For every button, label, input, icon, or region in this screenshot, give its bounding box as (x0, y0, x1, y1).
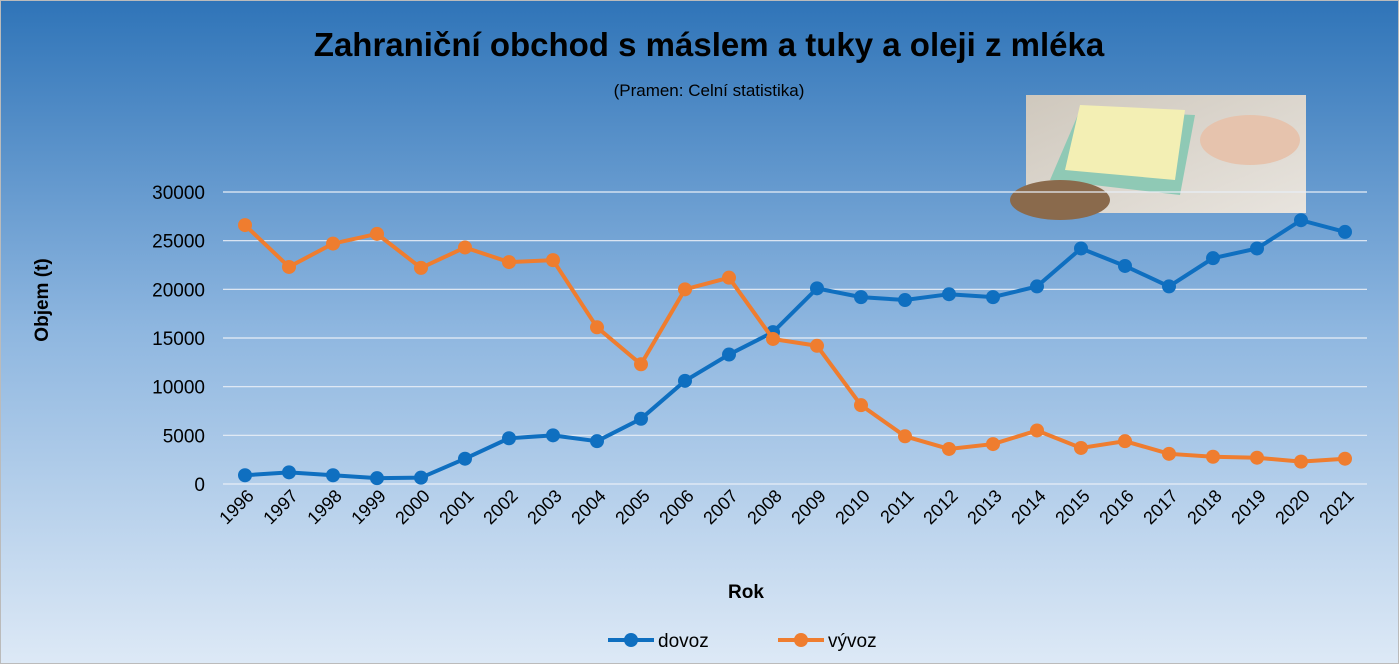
legend-label: dovoz (658, 631, 709, 652)
data-point (1118, 434, 1132, 449)
data-point (810, 281, 824, 296)
data-point (634, 411, 648, 426)
chart-title: Zahraniční obchod s máslem a tuky a olej… (314, 26, 1105, 63)
data-point (722, 270, 736, 285)
data-point (810, 338, 824, 353)
data-point (1074, 241, 1088, 256)
data-point (502, 255, 516, 270)
series-line (244, 218, 1346, 481)
data-point (370, 226, 384, 241)
data-point (326, 468, 340, 483)
data-point (1294, 213, 1308, 228)
data-point (1030, 423, 1044, 438)
data-point (414, 260, 428, 275)
y-tick-label: 30000 (152, 183, 205, 204)
data-point (898, 293, 912, 308)
data-point (546, 428, 560, 443)
chart-subtitle: (Pramen: Celní statistika) (614, 81, 805, 100)
data-point (942, 441, 956, 456)
photo (1010, 95, 1306, 220)
data-point (502, 431, 516, 446)
y-tick-label: 5000 (163, 426, 205, 447)
data-point (678, 282, 692, 297)
y-tick-label: 10000 (152, 378, 205, 399)
x-axis-label: Rok (728, 582, 764, 603)
data-point (282, 465, 296, 480)
data-point (1294, 454, 1308, 469)
data-point (678, 373, 692, 388)
data-point (1250, 450, 1264, 465)
data-point (326, 236, 340, 251)
data-point (458, 240, 472, 255)
data-point (1074, 440, 1088, 455)
y-tick-label: 15000 (152, 329, 205, 350)
data-point (1030, 279, 1044, 294)
data-point (546, 253, 560, 268)
data-point (1250, 241, 1264, 256)
data-point (854, 290, 868, 305)
data-point (282, 259, 296, 274)
data-point (458, 451, 472, 466)
data-point (238, 218, 252, 233)
y-axis-label: Objem (t) (32, 258, 53, 341)
legend-marker (624, 633, 638, 647)
data-point (590, 434, 604, 449)
data-point (1338, 224, 1352, 239)
data-point (1118, 258, 1132, 273)
legend-marker (794, 633, 808, 647)
data-point (1206, 251, 1220, 266)
series-line (243, 223, 1346, 464)
y-tick-label: 20000 (152, 280, 205, 301)
data-point (986, 290, 1000, 305)
y-tick-label: 0 (194, 475, 205, 496)
legend-label: vývoz (828, 631, 877, 652)
data-point (722, 347, 736, 362)
data-point (1162, 446, 1176, 461)
data-point (1206, 449, 1220, 464)
data-point (1338, 451, 1352, 466)
data-point (986, 437, 1000, 452)
data-point (370, 471, 384, 486)
data-point (238, 468, 252, 483)
data-point (414, 470, 428, 485)
data-point (590, 320, 604, 335)
data-point (854, 398, 868, 413)
data-point (634, 357, 648, 372)
data-point (898, 429, 912, 444)
data-point (766, 331, 780, 346)
data-point (1162, 279, 1176, 294)
y-tick-label: 25000 (152, 232, 205, 253)
data-point (942, 287, 956, 302)
